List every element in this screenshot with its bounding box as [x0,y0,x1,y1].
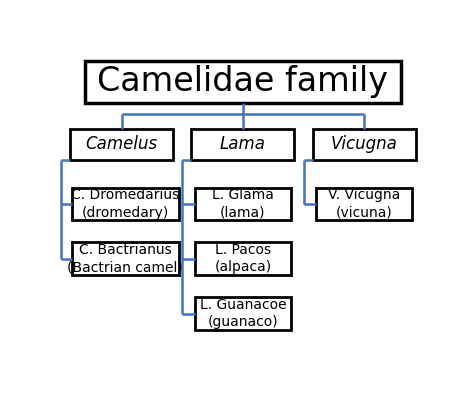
FancyBboxPatch shape [195,297,291,330]
Text: Vicugna: Vicugna [331,136,398,153]
FancyBboxPatch shape [72,188,179,221]
FancyBboxPatch shape [191,129,294,160]
Text: C. Dromedarius
(dromedary): C. Dromedarius (dromedary) [71,188,180,220]
FancyBboxPatch shape [70,129,173,160]
Text: C. Bactrianus
(Bactrian camel): C. Bactrianus (Bactrian camel) [67,243,183,274]
Text: L. Guanacoe
(guanaco): L. Guanacoe (guanaco) [200,298,286,329]
Text: Camelus: Camelus [86,136,158,153]
FancyBboxPatch shape [316,188,412,221]
FancyBboxPatch shape [313,129,416,160]
FancyBboxPatch shape [195,242,291,275]
FancyBboxPatch shape [85,61,401,103]
Text: Lama: Lama [220,136,266,153]
Text: V. Vicugna
(vicuna): V. Vicugna (vicuna) [328,188,400,220]
Text: Camelidae family: Camelidae family [98,65,388,98]
FancyBboxPatch shape [72,242,179,275]
Text: L. Pacos
(alpaca): L. Pacos (alpaca) [214,243,272,274]
Text: L. Glama
(lama): L. Glama (lama) [212,188,274,220]
FancyBboxPatch shape [195,188,291,221]
